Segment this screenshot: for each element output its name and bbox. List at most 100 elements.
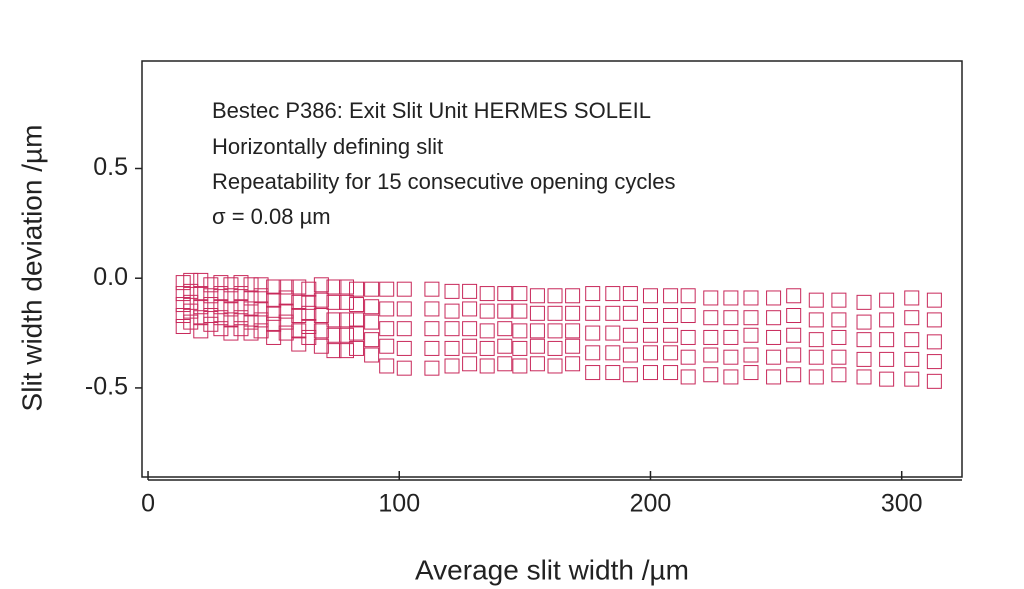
marker [183,314,199,330]
marker [585,286,601,302]
marker [808,292,824,308]
marker [444,358,460,374]
marker [642,327,658,343]
marker [723,349,739,365]
marker [243,301,259,317]
marker [223,325,239,341]
marker [512,323,528,339]
marker [723,290,739,306]
marker [233,286,249,302]
marker [547,323,563,339]
marker [313,338,329,354]
marker [663,365,679,381]
marker [379,281,395,297]
marker [278,325,294,341]
marker [565,305,581,321]
marker [904,332,920,348]
marker [278,279,294,295]
marker [831,329,847,345]
marker [605,325,621,341]
marker [663,308,679,324]
marker [379,321,395,337]
marker [253,301,269,317]
marker [338,279,354,295]
annotation: σ = 0.08 µm [212,204,331,229]
marker [364,347,380,363]
marker [926,312,942,328]
marker [663,327,679,343]
plot-frame [141,60,963,478]
marker [808,369,824,385]
marker [193,272,209,288]
x-axis-label: Average slit width /µm [415,554,689,585]
marker [278,303,294,319]
marker [565,323,581,339]
marker [266,316,282,332]
marker [338,343,354,359]
marker [680,369,696,385]
marker [856,314,872,330]
marker [904,371,920,387]
marker [349,312,365,328]
marker [396,321,412,337]
marker [233,299,249,315]
marker [379,338,395,354]
x-tick-label: 200 [630,490,672,518]
marker [856,332,872,348]
marker [904,351,920,367]
marker [703,329,719,345]
marker [253,277,269,293]
marker [183,294,199,310]
marker [203,316,219,332]
marker [605,286,621,302]
marker [743,365,759,381]
marker [529,356,545,372]
marker [243,325,259,341]
marker [301,329,317,345]
marker [703,310,719,326]
marker [786,288,802,304]
marker [462,321,478,337]
marker [766,310,782,326]
marker [213,286,229,302]
marker [313,277,329,293]
marker [479,340,495,356]
marker [424,321,440,337]
marker [766,349,782,365]
marker [223,312,239,328]
marker [879,351,895,367]
x-tick-label: 100 [378,490,420,518]
marker [831,312,847,328]
y-tick-label: -0.5 [85,373,128,401]
marker [703,290,719,306]
marker [462,301,478,317]
marker [622,347,638,363]
marker [424,301,440,317]
marker [479,286,495,302]
marker [379,301,395,317]
marker [529,305,545,321]
marker [313,323,329,339]
marker [183,283,199,299]
marker [444,283,460,299]
marker [243,290,259,306]
marker [856,294,872,310]
marker [424,281,440,297]
marker [786,347,802,363]
marker [266,292,282,308]
y-axis-label: Slit width deviation /µm [16,125,47,412]
marker [622,286,638,302]
marker [213,275,229,291]
marker [301,318,317,334]
marker [223,277,239,293]
marker [879,332,895,348]
marker [723,310,739,326]
marker [605,305,621,321]
marker [444,321,460,337]
marker [856,351,872,367]
marker [364,299,380,315]
marker [585,325,601,341]
marker [680,349,696,365]
marker [183,272,199,288]
